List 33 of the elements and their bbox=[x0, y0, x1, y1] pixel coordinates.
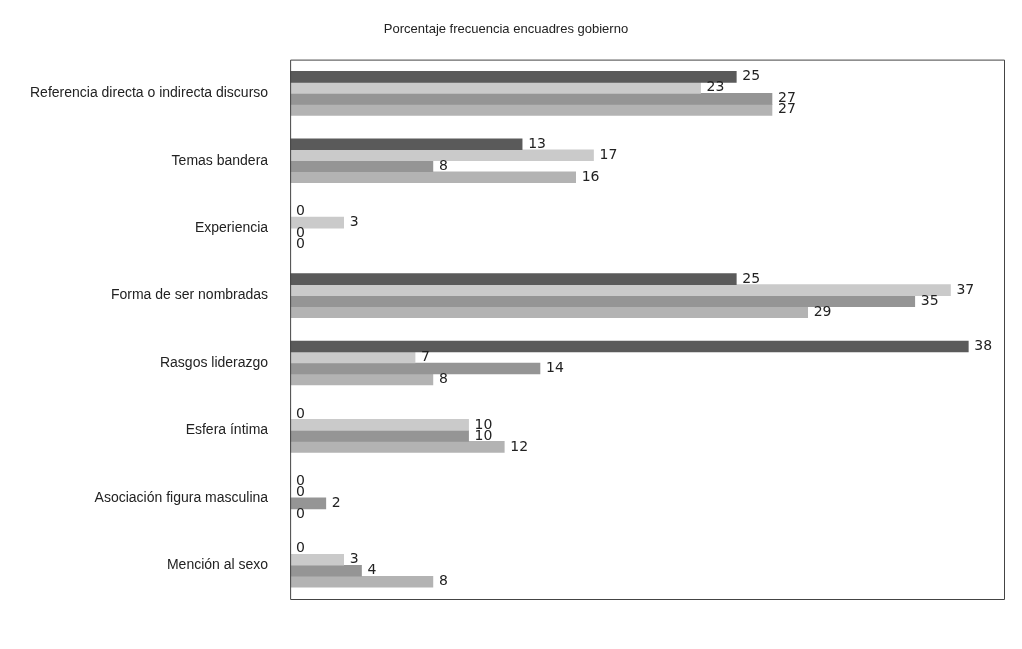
data-label: 12 bbox=[510, 437, 529, 454]
data-label: 3 bbox=[349, 550, 359, 567]
data-label: 8 bbox=[438, 370, 448, 387]
data-label: 4 bbox=[367, 561, 377, 578]
data-label: 23 bbox=[706, 78, 725, 95]
y-tick-label: Referencia directa o indirecta discurso bbox=[29, 84, 269, 101]
data-label: 37 bbox=[956, 280, 975, 297]
y-tick-label: Rasgos liderazgo bbox=[159, 353, 269, 370]
data-label: 0 bbox=[296, 202, 306, 219]
y-tick-label: Experiencia bbox=[194, 219, 269, 236]
data-label: 3 bbox=[349, 213, 359, 230]
data-label: 0 bbox=[296, 539, 306, 556]
data-label: 8 bbox=[438, 156, 448, 173]
data-label: 0 bbox=[296, 505, 306, 521]
y-tick-label: Mención al sexo bbox=[166, 556, 269, 573]
data-label: 38 bbox=[974, 337, 993, 354]
data-label: 8 bbox=[438, 572, 448, 589]
data-label: 17 bbox=[599, 145, 618, 162]
data-label: 25 bbox=[742, 67, 761, 84]
data-label: 35 bbox=[920, 291, 939, 308]
data-label: 16 bbox=[581, 167, 600, 184]
y-tick-label: Asociación figura masculina bbox=[94, 488, 269, 505]
y-tick-label: Temas bandera bbox=[171, 151, 269, 168]
data-label: 2 bbox=[331, 494, 341, 510]
data-label: 14 bbox=[545, 359, 564, 376]
chart-title: Porcentaje frecuencia encuadres gobierno bbox=[383, 21, 629, 37]
y-tick-label: Forma de ser nombradas bbox=[110, 286, 269, 303]
data-label: 7 bbox=[421, 348, 430, 365]
data-label: 13 bbox=[528, 134, 546, 151]
y-tick-label: Esfera íntima bbox=[185, 421, 269, 438]
data-label: 25 bbox=[742, 269, 761, 286]
data-label: 0 bbox=[296, 404, 306, 421]
data-label: 29 bbox=[813, 302, 832, 319]
